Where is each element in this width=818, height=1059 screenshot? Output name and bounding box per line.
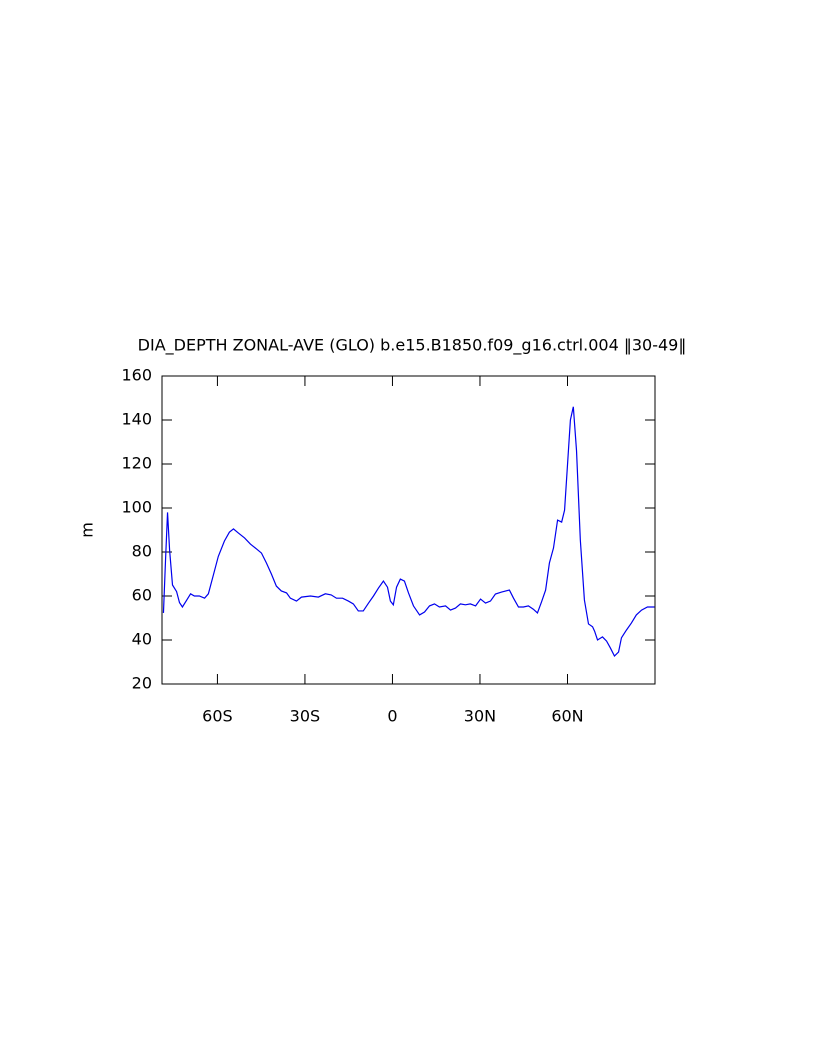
y-tick-label: 140 <box>121 410 152 429</box>
y-axis-label: m <box>78 522 97 538</box>
x-tick-label: 0 <box>387 707 397 726</box>
y-tick-label: 40 <box>132 630 152 649</box>
plot-frame <box>161 375 656 685</box>
x-tick-label: 60N <box>551 707 583 726</box>
chart-title: DIA_DEPTH ZONAL-AVE (GLO) b.e15.B1850.f0… <box>138 336 687 356</box>
data-line <box>162 406 655 658</box>
y-tick-label: 120 <box>121 454 152 473</box>
x-tick-label: 30S <box>290 707 321 726</box>
y-tick-label: 20 <box>132 674 152 693</box>
y-tick-label: 100 <box>121 498 152 517</box>
x-tick-label: 60S <box>202 707 233 726</box>
y-tick-label: 160 <box>121 366 152 385</box>
y-tick-label: 60 <box>132 586 152 605</box>
y-tick-label: 80 <box>132 542 152 561</box>
x-tick-label: 30N <box>464 707 496 726</box>
